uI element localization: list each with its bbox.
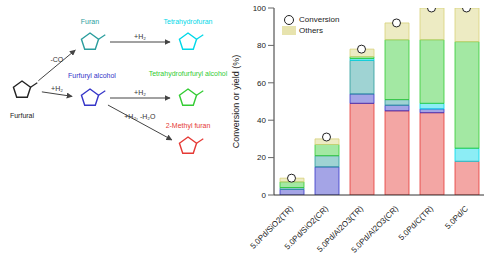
svg-text:0: 0 <box>262 191 267 200</box>
html-text:Others: Others <box>299 26 323 35</box>
svg-text:20: 20 <box>257 153 266 162</box>
svg-text:5.0Pd/SiO2(CR): 5.0Pd/SiO2(CR) <box>282 204 330 252</box>
svg-text:+H₂: +H₂ <box>51 85 63 92</box>
svg-text:2-Methyl furan: 2-Methyl furan <box>166 122 211 130</box>
svg-text:5.0Pd/SiO2(TR): 5.0Pd/SiO2(TR) <box>248 204 295 251</box>
svg-text:Furfural: Furfural <box>10 112 35 119</box>
svg-text:+H₂: +H₂ <box>134 33 146 40</box>
svg-text:Tetrahydrofuran: Tetrahydrofuran <box>163 18 212 26</box>
svg-text:Furan: Furan <box>81 18 99 25</box>
svg-text:40: 40 <box>257 116 266 125</box>
svg-text:5.0Pd/C(TR): 5.0Pd/C(TR) <box>397 204 435 242</box>
svg-text:+H₂, -H₂O: +H₂, -H₂O <box>124 113 156 120</box>
svg-text:100: 100 <box>253 4 267 13</box>
svg-text:Tetrahydrofurfuryl alcohol: Tetrahydrofurfuryl alcohol <box>149 70 228 78</box>
svg-text:Conversion or yield (%): Conversion or yield (%) <box>231 55 241 149</box>
svg-text:80: 80 <box>257 41 266 50</box>
svg-text:Furfuryl alcohol: Furfuryl alcohol <box>68 72 116 80</box>
svg-text:5.0Pd/C: 5.0Pd/C <box>443 204 470 231</box>
svg-text:-CO: -CO <box>50 56 63 63</box>
svg-text:+H₂: +H₂ <box>134 89 146 96</box>
svg-text:60: 60 <box>257 79 266 88</box>
svg-text:5.0Pd/Al2O3(CR): 5.0Pd/Al2O3(CR) <box>350 204 401 255</box>
svg-text:5.0Pd/Al2O3(TR): 5.0Pd/Al2O3(TR) <box>315 204 365 254</box>
html-text:Conversion: Conversion <box>299 15 340 24</box>
